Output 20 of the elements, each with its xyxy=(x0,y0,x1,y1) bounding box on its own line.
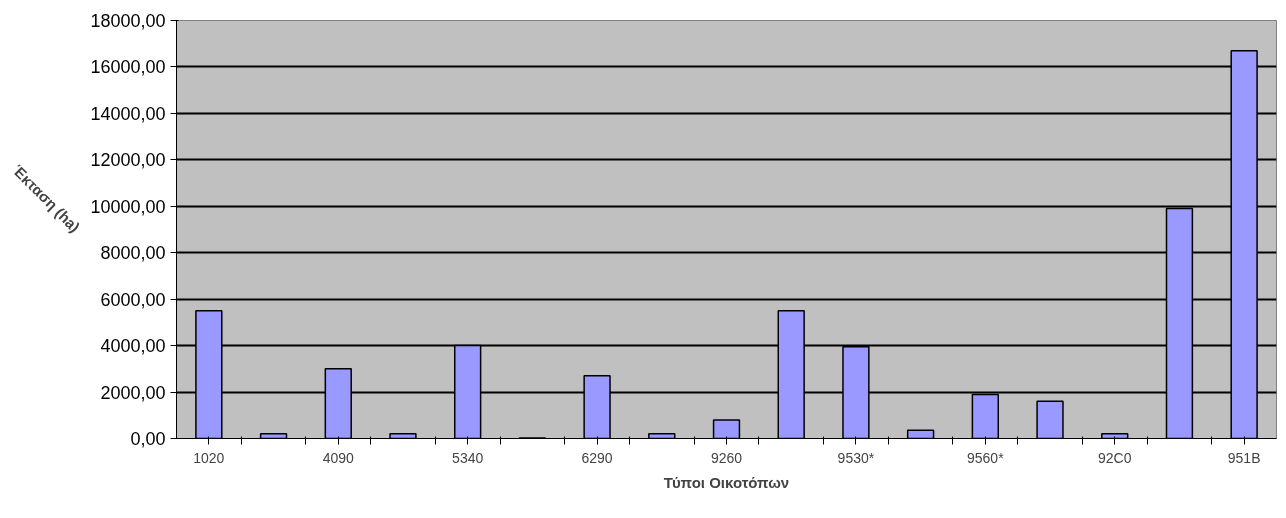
y-tick-label: 2000,00 xyxy=(100,382,166,403)
y-tick-label: 14000,00 xyxy=(90,103,166,124)
x-tick-label: 5340 xyxy=(452,449,484,466)
x-tick-label: 92C0 xyxy=(1098,449,1132,466)
y-tick-label: 4000,00 xyxy=(100,336,166,357)
y-tick-label: 0,00 xyxy=(130,429,166,449)
y-tick-label: 10000,00 xyxy=(90,196,166,217)
x-tick-label: 6290 xyxy=(581,449,613,466)
x-tick-label: 9260 xyxy=(710,449,743,466)
y-tick-label: 12000,00 xyxy=(90,150,166,171)
x-tick-label: 9530* xyxy=(837,449,875,466)
x-axis-title: Τύποι Οικοτόπων xyxy=(663,473,790,491)
x-tick-label: 4090 xyxy=(322,449,355,466)
x-tick-label: 9560* xyxy=(967,449,1005,466)
x-tick-label: 1020 xyxy=(193,449,225,466)
y-tick-label: 16000,00 xyxy=(90,57,166,78)
x-tick-label: 951B xyxy=(1227,449,1261,466)
y-tick-label: 8000,00 xyxy=(100,243,166,264)
y-tick-label: 18000,00 xyxy=(90,11,166,31)
y-tick-label: 6000,00 xyxy=(100,289,166,310)
